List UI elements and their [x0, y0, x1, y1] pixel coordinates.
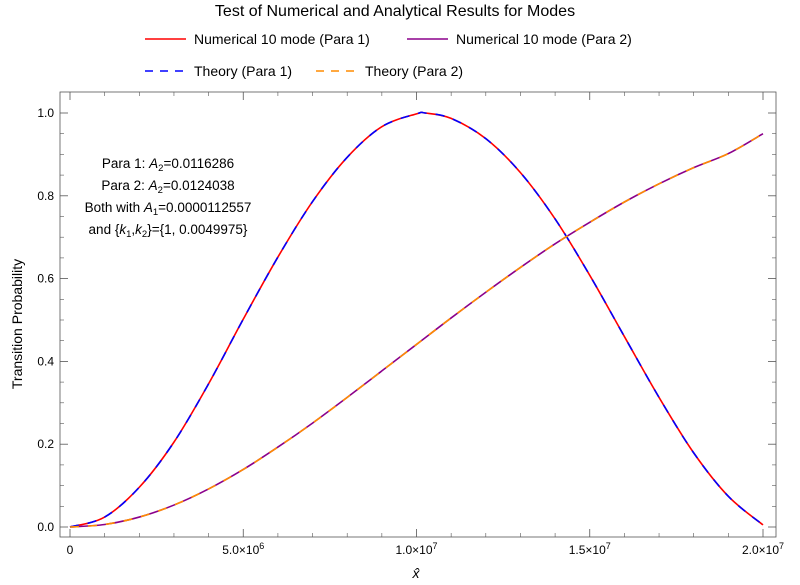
- annotation-line-3: Both with A1=0.0000112557: [85, 200, 252, 218]
- x-tick-label: 5.0×106: [222, 541, 264, 557]
- chart-title: Test of Numerical and Analytical Results…: [215, 3, 575, 20]
- series-line-theory-para-1: [69, 111, 764, 528]
- annotation-line-4: and {k1,k2}={1, 0.0049975}: [89, 222, 248, 240]
- series-group: [69, 111, 764, 528]
- y-tick-label: 0.2: [37, 437, 54, 451]
- parameter-annotation: Para 1: A2=0.0116286 Para 2: A2=0.012403…: [85, 156, 252, 240]
- annotation-line-2: Para 2: A2=0.0124038: [101, 178, 234, 196]
- x-tick-label: 1.0×107: [395, 541, 437, 557]
- x-tick-label: 2.0×107: [742, 541, 784, 557]
- x-tick-label: 0: [67, 543, 74, 557]
- y-tick-label: 0.0: [37, 520, 54, 534]
- y-tick-label: 1.0: [37, 106, 54, 120]
- legend-label-theory-para1: Theory (Para 1): [194, 63, 292, 79]
- axis-ticks: [60, 92, 776, 537]
- tick-labels: 0.0 0.2 0.4 0.6 0.8 1.0 0 5.0×106 1.0×107 1.5×107…: [37, 106, 784, 557]
- annotation-line-1: Para 1: A2=0.0116286: [102, 156, 234, 174]
- x-axis-title: x̂: [412, 565, 421, 581]
- legend-label-numerical-para1: Numerical 10 mode (Para 1): [194, 31, 370, 47]
- y-tick-label: 0.8: [37, 189, 54, 203]
- y-axis-title: Transition Probability: [9, 259, 25, 389]
- series-line-numerical-10-mode-para-1: [69, 111, 764, 528]
- plot-frame: [59, 91, 777, 538]
- x-tick-label: 1.5×107: [569, 541, 611, 557]
- legend-label-numerical-para2: Numerical 10 mode (Para 2): [456, 31, 632, 47]
- legend-label-theory-para2: Theory (Para 2): [365, 63, 463, 79]
- series-line-theory-para-2: [69, 133, 764, 528]
- y-tick-label: 0.4: [37, 354, 54, 368]
- legend: Numerical 10 mode (Para 1) Numerical 10 …: [145, 31, 632, 79]
- y-tick-label: 0.6: [37, 272, 54, 286]
